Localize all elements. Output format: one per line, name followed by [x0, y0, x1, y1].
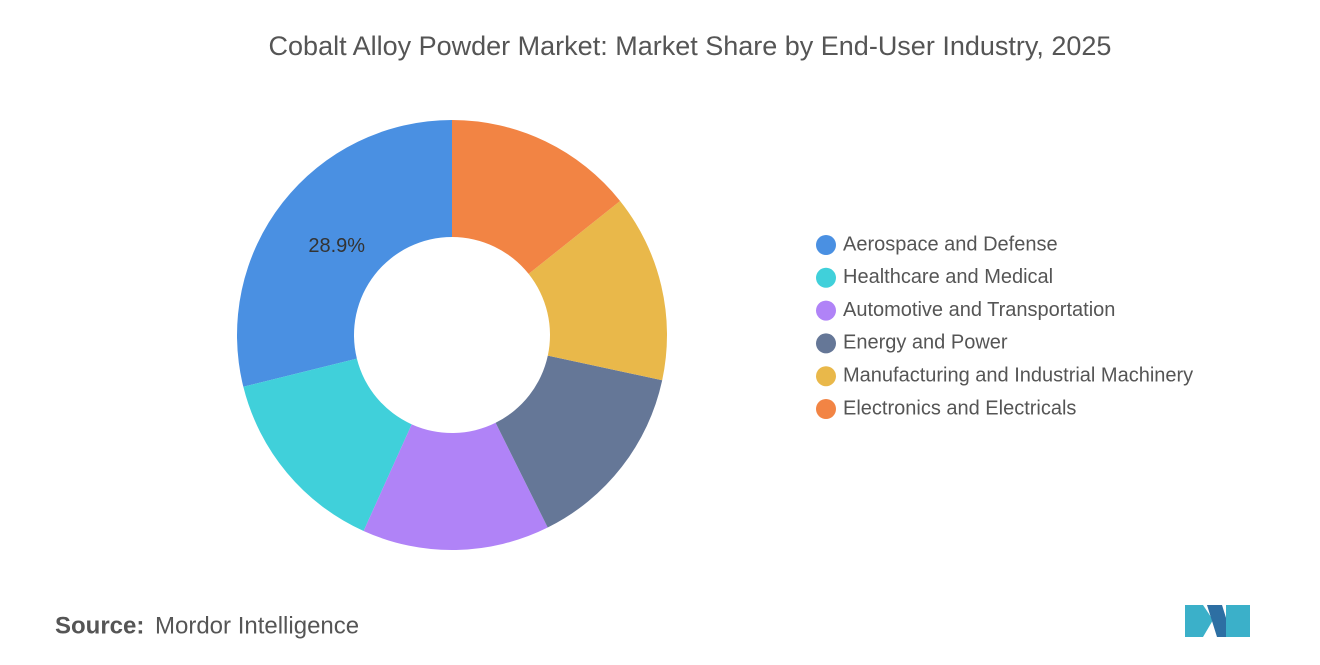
- slice: [452, 120, 621, 274]
- legend-label: Automotive and Transportation: [843, 299, 1115, 321]
- legend-label: Energy and Power: [843, 332, 1008, 354]
- logo: [1185, 605, 1250, 637]
- slice: [528, 200, 667, 381]
- slice: [243, 358, 412, 531]
- slice: [236, 120, 452, 387]
- legend-marker: [816, 235, 836, 255]
- legend-label: Aerospace and Defense: [843, 233, 1058, 255]
- slice: [495, 355, 663, 528]
- legend-label: Healthcare and Medical: [843, 266, 1053, 288]
- legend-marker: [816, 267, 836, 288]
- value-label: 28.9%: [308, 235, 365, 257]
- legend-marker: [816, 300, 836, 321]
- slice: [363, 422, 548, 550]
- legend-marker: [816, 399, 836, 419]
- legend-label: Electronics and Electricals: [843, 397, 1076, 419]
- source: Mordor Intelligence: [155, 612, 359, 639]
- legend-marker: [816, 366, 836, 387]
- source-label: Source:: [55, 612, 144, 639]
- legend-label: Manufacturing and Industrial Machinery: [843, 364, 1193, 386]
- legend-marker: [816, 333, 836, 354]
- chart-title: Cobalt Alloy Powder Market: Market Share…: [269, 31, 1112, 61]
